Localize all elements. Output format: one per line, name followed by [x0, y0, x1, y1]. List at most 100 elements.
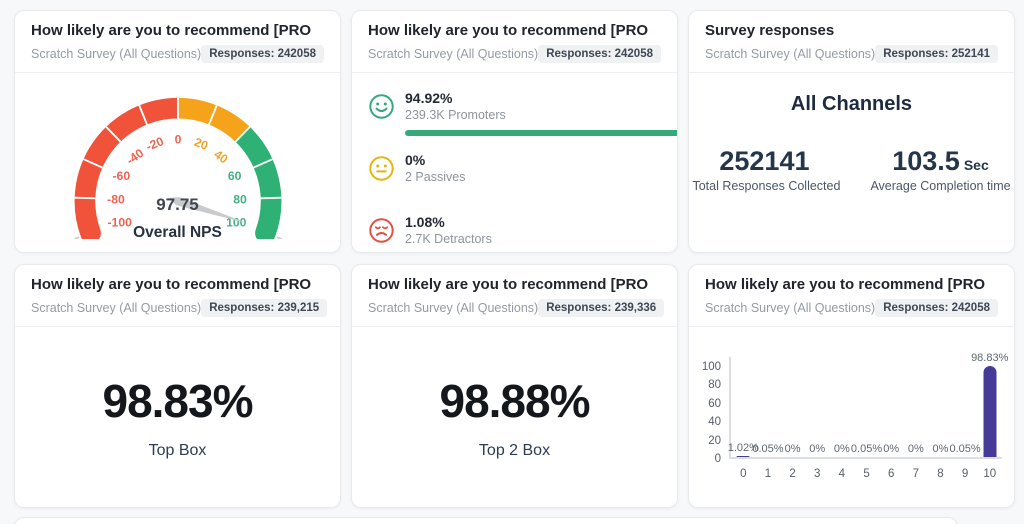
svg-text:80: 80: [233, 192, 247, 206]
histogram-value-label: 0%: [784, 443, 801, 455]
histogram-x-label: 10: [983, 468, 997, 480]
card-nps-gauge[interactable]: How likely are you to recommend [PRO Scr…: [14, 10, 341, 253]
responses-badge: Responses: 239,336: [538, 299, 665, 317]
card-title: How likely are you to recommend [PRO: [31, 22, 312, 39]
promoters-bar: [405, 130, 677, 137]
top-box-value: 98.83%: [102, 375, 253, 427]
svg-text:-20: -20: [144, 134, 166, 154]
responses-badge: Responses: 252141: [875, 45, 998, 63]
card-title: Survey responses: [705, 22, 835, 39]
gauge-title: Overall NPS: [133, 224, 222, 241]
top-box-label: Top Box: [148, 442, 207, 459]
detractors-row[interactable]: 1.08% 2.7K Detractors: [368, 214, 661, 252]
card-title: How likely are you to recommend [PRO: [368, 276, 649, 293]
histogram-x-label: 7: [912, 468, 919, 480]
card-top-box[interactable]: How likely are you to recommend [PRO Scr…: [14, 264, 341, 508]
histogram-value-label: 0%: [883, 443, 900, 455]
passive-neutral-icon: [369, 156, 394, 181]
channels-heading: All Channels: [790, 93, 913, 115]
svg-text:60: 60: [227, 169, 241, 183]
card-title: How likely are you to recommend [PRO: [368, 22, 649, 39]
histogram-value-label: 0%: [932, 443, 949, 455]
svg-text:-80: -80: [107, 192, 125, 206]
histogram-x-label: 0: [740, 468, 747, 480]
card-subtitle: Scratch Survey (All Questions): [705, 47, 876, 61]
card-subtitle: Scratch Survey (All Questions): [368, 47, 539, 61]
histogram-bar[interactable]: [736, 456, 750, 457]
histogram-slot: 0%: [928, 357, 953, 457]
histogram-yaxis: 0 20 40 60 80 100: [701, 357, 729, 465]
card-nps-breakdown[interactable]: How likely are you to recommend [PRO Scr…: [351, 10, 678, 253]
card-top-2-box[interactable]: How likely are you to recommend [PRO Scr…: [351, 264, 678, 508]
responses-badge: Responses: 239,215: [201, 299, 328, 317]
histogram-x-label: 9: [961, 468, 969, 480]
card-header: How likely are you to recommend [PRO Scr…: [352, 11, 677, 73]
responses-badge: Responses: 242058: [201, 45, 324, 63]
histogram-y-tick: 60: [708, 397, 721, 410]
passives-row[interactable]: 0% 2 Passives: [368, 152, 661, 198]
nps-breakdown-body: 94.92% 239.3K Promoters: [352, 73, 677, 252]
gauge-needle: [166, 197, 248, 224]
card-subtitle: Scratch Survey (All Questions): [705, 301, 876, 315]
partial-card-below-fold[interactable]: [14, 517, 958, 524]
histogram-value-label: 0%: [833, 443, 850, 455]
histogram-slot: 0.05%: [949, 357, 980, 457]
histogram-slot: 0%: [805, 357, 830, 457]
histogram-slot: 0%: [830, 357, 855, 457]
avg-completion-value: 103.5: [892, 146, 960, 176]
top-2-box-body: 98.88% Top 2 Box: [352, 327, 677, 507]
card-header: How likely are you to recommend [PRO Scr…: [15, 11, 340, 73]
gauge-body: -100 -80 -60 -40 -20 0 20 40 60 80 100 97.75 Overa…: [15, 73, 340, 252]
histogram-y-tick: 20: [708, 434, 721, 447]
summary-body: All Channels 252141 Total Responses Coll…: [689, 73, 1014, 252]
svg-text:20: 20: [192, 135, 210, 153]
card-header: How likely are you to recommend [PRO Scr…: [352, 265, 677, 327]
histogram-slot: 1.02%: [728, 357, 759, 457]
avg-completion-stat: 103.5 Sec Average Completion time: [870, 146, 1010, 193]
histogram-y-tick: 80: [708, 379, 721, 392]
histogram-xlabels: 0 1 2 3 4 5 6 7 8 9 10: [731, 468, 1002, 480]
histogram-y-tick: 0: [714, 453, 721, 465]
total-responses-stat: 252141 Total Responses Collected: [692, 146, 840, 193]
svg-text:100: 100: [226, 216, 247, 230]
promoters-row[interactable]: 94.92% 239.3K Promoters: [368, 90, 677, 137]
card-title: How likely are you to recommend [PRO: [31, 276, 312, 293]
histogram-slot: 0%: [780, 357, 805, 457]
avg-completion-unit: Sec: [963, 157, 989, 173]
histogram-x-label: 4: [838, 468, 846, 480]
detractors-count: 2.7K Detractors: [405, 231, 492, 246]
histogram-value-label: 98.83%: [971, 352, 1009, 365]
card-title: How likely are you to recommend [PRO: [705, 276, 986, 293]
total-responses-label: Total Responses Collected: [692, 179, 841, 193]
card-subtitle: Scratch Survey (All Questions): [368, 301, 539, 315]
card-grid: How likely are you to recommend [PRO Scr…: [14, 10, 1015, 508]
svg-text:-100: -100: [107, 216, 132, 230]
gauge-value: 97.75: [156, 195, 199, 214]
svg-text:0: 0: [174, 132, 181, 146]
histogram-value-label: 0.05%: [752, 443, 784, 455]
card-header: How likely are you to recommend [PRO Scr…: [689, 265, 1014, 327]
top-2-box-label: Top 2 Box: [478, 442, 551, 459]
detractor-frown-icon: [369, 218, 394, 244]
avg-completion-label: Average Completion time: [870, 179, 1011, 193]
histogram-value-label: 0%: [907, 443, 924, 455]
card-subtitle: Scratch Survey (All Questions): [31, 47, 202, 61]
histogram-slot: 0.05%: [851, 357, 882, 457]
histogram-bar[interactable]: [983, 366, 997, 457]
nps-gauge[interactable]: -100 -80 -60 -40 -20 0 20 40 60 80 100 97.75 Overa…: [37, 77, 319, 252]
histogram-body: 0 20 40 60 80 100 1.02% 0.05% 0% 0% 0% 0.05% 0% 0% 0%…: [689, 327, 1014, 507]
histogram-x-label: 6: [887, 468, 895, 480]
histogram-slot: 0.05%: [752, 357, 783, 457]
card-subtitle: Scratch Survey (All Questions): [31, 301, 202, 315]
histogram-value-label: 0%: [809, 443, 826, 455]
svg-text:-40: -40: [123, 146, 146, 168]
histogram-slot: 0%: [879, 357, 904, 457]
passives-pct: 0%: [405, 152, 426, 169]
card-nps-histogram[interactable]: How likely are you to recommend [PRO Scr…: [688, 264, 1015, 508]
passives-count: 2 Passives: [405, 169, 466, 184]
histogram-slot: 0%: [903, 357, 928, 457]
histogram-y-tick: 100: [701, 361, 721, 373]
card-survey-responses[interactable]: Survey responses Scratch Survey (All Que…: [688, 10, 1015, 253]
responses-badge: Responses: 242058: [538, 45, 661, 63]
